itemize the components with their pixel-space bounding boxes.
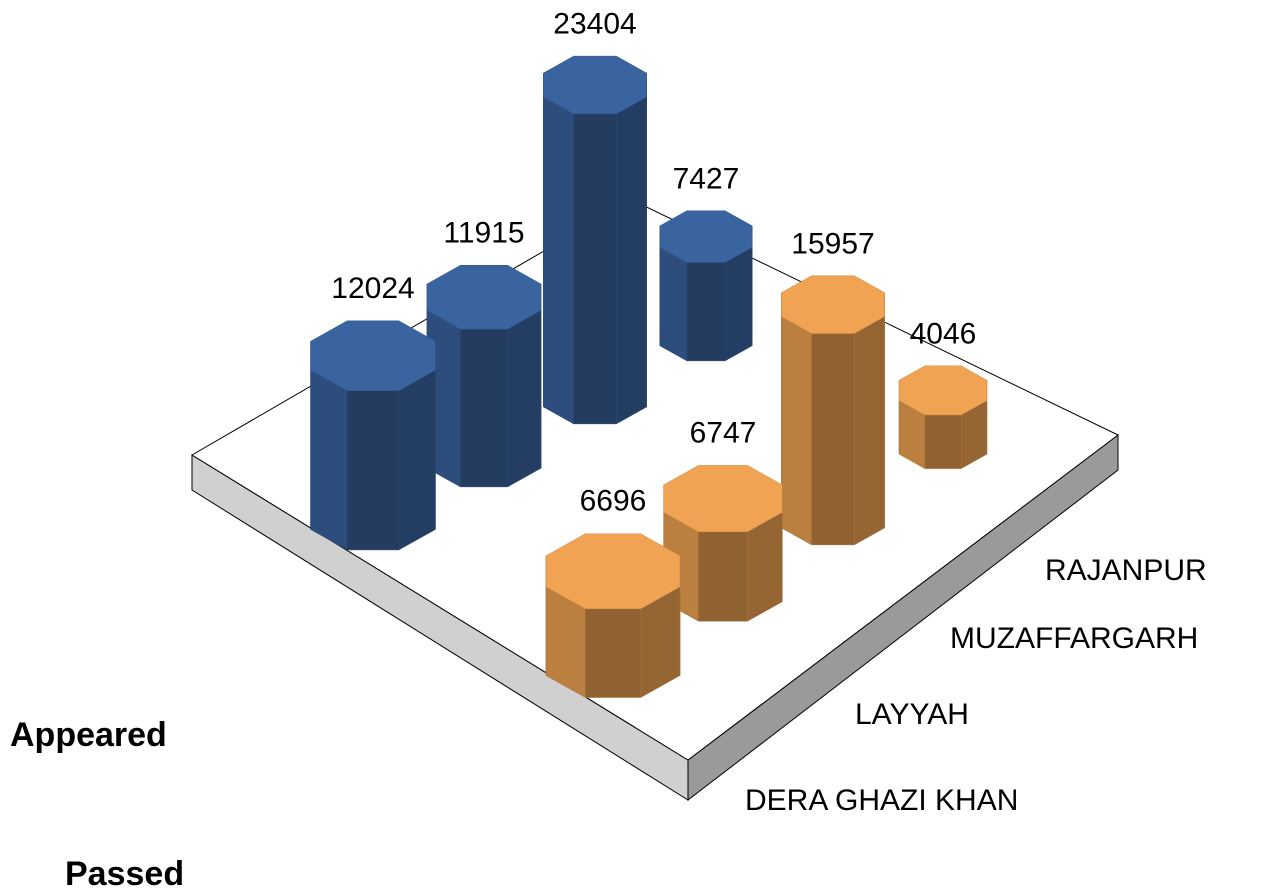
data-label: 6747 (690, 417, 757, 450)
column-top (543, 55, 647, 115)
column-side (398, 369, 436, 551)
column-side (616, 96, 647, 425)
data-label: 6696 (580, 485, 647, 518)
column-side (811, 333, 855, 546)
data-label: 4046 (910, 318, 977, 351)
series-label: Passed (65, 855, 184, 893)
column-side (310, 369, 348, 551)
column-side (724, 246, 753, 362)
column-side (460, 328, 508, 488)
series-label: Appeared (10, 716, 167, 754)
column-side (507, 309, 542, 488)
column (545, 533, 681, 698)
column-side (346, 390, 400, 551)
column-side (854, 316, 885, 546)
column (781, 275, 885, 546)
column (663, 465, 783, 622)
data-label: 23404 (553, 8, 636, 41)
data-label: 12024 (331, 272, 414, 305)
column (426, 265, 542, 488)
column-top (898, 365, 988, 416)
column-side (585, 608, 641, 698)
data-label: 7427 (673, 163, 740, 196)
column-top (545, 533, 681, 610)
column-top (781, 275, 885, 334)
column-top (663, 465, 783, 533)
category-label: DERA GHAZI KHAN (745, 784, 1018, 817)
data-label: 15957 (791, 227, 874, 260)
column-top (426, 265, 542, 330)
column-side (698, 531, 748, 622)
column (310, 320, 436, 551)
column-side (573, 113, 617, 425)
column-side (659, 246, 688, 362)
data-label: 11915 (443, 217, 524, 250)
column-side (686, 262, 726, 362)
category-label: MUZAFFARGARH (950, 622, 1198, 655)
column-top (659, 210, 753, 263)
column-side (543, 96, 574, 425)
column-side (781, 316, 812, 546)
column-side (924, 414, 962, 469)
column (898, 365, 988, 470)
category-label: RAJANPUR (1045, 554, 1207, 587)
column (659, 210, 753, 362)
column (543, 55, 647, 425)
column-top (310, 320, 436, 391)
category-label: LAYYAH (855, 698, 969, 731)
